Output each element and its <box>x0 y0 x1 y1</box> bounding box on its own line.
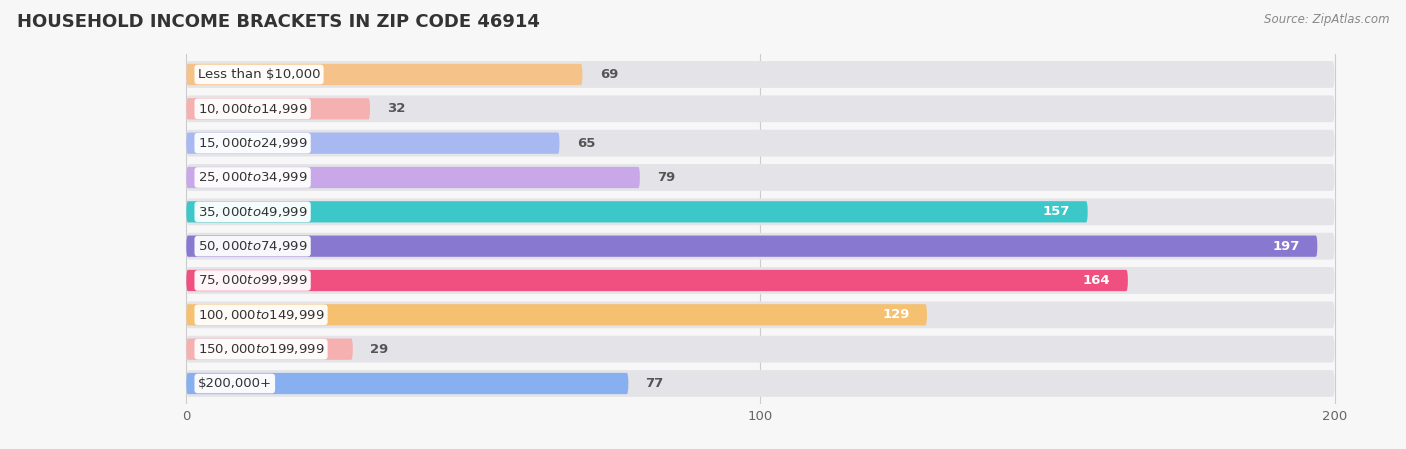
Text: 29: 29 <box>370 343 388 356</box>
Text: 32: 32 <box>387 102 405 115</box>
FancyBboxPatch shape <box>186 270 1128 291</box>
FancyBboxPatch shape <box>186 370 1334 397</box>
FancyBboxPatch shape <box>186 61 1334 88</box>
FancyBboxPatch shape <box>186 96 1334 122</box>
FancyBboxPatch shape <box>186 233 1334 260</box>
Text: 157: 157 <box>1043 205 1070 218</box>
Text: 129: 129 <box>883 308 910 321</box>
FancyBboxPatch shape <box>186 373 628 394</box>
Text: $200,000+: $200,000+ <box>198 377 271 390</box>
FancyBboxPatch shape <box>186 301 1334 328</box>
Text: $25,000 to $34,999: $25,000 to $34,999 <box>198 171 308 185</box>
FancyBboxPatch shape <box>186 64 582 85</box>
Text: 65: 65 <box>576 136 595 150</box>
Text: $50,000 to $74,999: $50,000 to $74,999 <box>198 239 308 253</box>
Text: 79: 79 <box>657 171 675 184</box>
Text: $10,000 to $14,999: $10,000 to $14,999 <box>198 102 308 116</box>
Text: 69: 69 <box>600 68 619 81</box>
FancyBboxPatch shape <box>186 164 1334 191</box>
FancyBboxPatch shape <box>186 304 927 326</box>
Text: $150,000 to $199,999: $150,000 to $199,999 <box>198 342 325 356</box>
Text: $15,000 to $24,999: $15,000 to $24,999 <box>198 136 308 150</box>
Text: Source: ZipAtlas.com: Source: ZipAtlas.com <box>1264 13 1389 26</box>
Text: 197: 197 <box>1272 240 1301 253</box>
FancyBboxPatch shape <box>186 167 640 188</box>
Text: Less than $10,000: Less than $10,000 <box>198 68 321 81</box>
FancyBboxPatch shape <box>186 236 1317 257</box>
Text: 77: 77 <box>645 377 664 390</box>
FancyBboxPatch shape <box>186 98 370 119</box>
FancyBboxPatch shape <box>186 336 1334 362</box>
FancyBboxPatch shape <box>186 201 1088 222</box>
Text: $35,000 to $49,999: $35,000 to $49,999 <box>198 205 308 219</box>
Text: 164: 164 <box>1083 274 1111 287</box>
FancyBboxPatch shape <box>186 339 353 360</box>
FancyBboxPatch shape <box>186 267 1334 294</box>
FancyBboxPatch shape <box>186 130 1334 157</box>
FancyBboxPatch shape <box>186 132 560 154</box>
Text: HOUSEHOLD INCOME BRACKETS IN ZIP CODE 46914: HOUSEHOLD INCOME BRACKETS IN ZIP CODE 46… <box>17 13 540 31</box>
Text: $75,000 to $99,999: $75,000 to $99,999 <box>198 273 308 287</box>
Text: $100,000 to $149,999: $100,000 to $149,999 <box>198 308 325 322</box>
FancyBboxPatch shape <box>186 198 1334 225</box>
